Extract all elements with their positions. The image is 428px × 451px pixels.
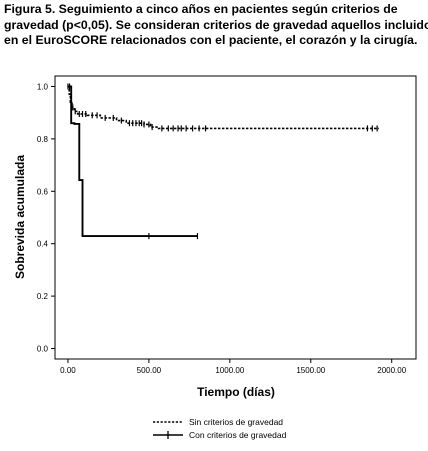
y-tick-label: 0.2 xyxy=(37,292,49,301)
y-tick-label: 1.0 xyxy=(37,82,49,91)
caption-line-1: Figura 5. Seguimiento a cinco años en pa… xyxy=(4,2,398,16)
x-axis-label: Tiempo (días) xyxy=(197,385,275,399)
legend-label-con: Con criterios de gravedad xyxy=(189,430,287,440)
y-tick-label: 0.0 xyxy=(37,345,49,354)
x-tick-label: 1500.00 xyxy=(296,366,325,375)
figure-caption: Figura 5. Seguimiento a cinco años en pa… xyxy=(4,2,428,49)
legend-label-sin: Sin criterios de gravedad xyxy=(189,417,283,427)
series-line-con-criterios xyxy=(67,85,198,238)
x-tick-label: 1000.00 xyxy=(215,366,244,375)
series-layer xyxy=(67,83,379,240)
y-tick-label: 0.6 xyxy=(37,187,49,196)
y-tick-label: 0.8 xyxy=(37,135,49,144)
axis-ticks: 0.00 500.00 1000.00 1500.00 2000.00 0.0 0.2 0.4… xyxy=(37,82,407,375)
x-tick-label: 0.00 xyxy=(60,366,76,375)
caption-line-2: gravedad (p<0,05). Se consideran criteri… xyxy=(4,17,428,32)
x-tick-label: 2000.00 xyxy=(377,366,406,375)
series-line-sin-criterios xyxy=(67,85,379,130)
caption-line-3: en el EuroSCORE relacionados con el paci… xyxy=(4,33,418,47)
plot-frame xyxy=(54,75,417,360)
y-tick-label: 0.4 xyxy=(37,240,49,249)
x-tick-label: 500.00 xyxy=(137,366,162,375)
legend: Sin criterios de gravedad Con criterios … xyxy=(153,417,287,440)
y-axis-label: Sobrevida acumulada xyxy=(13,155,27,279)
